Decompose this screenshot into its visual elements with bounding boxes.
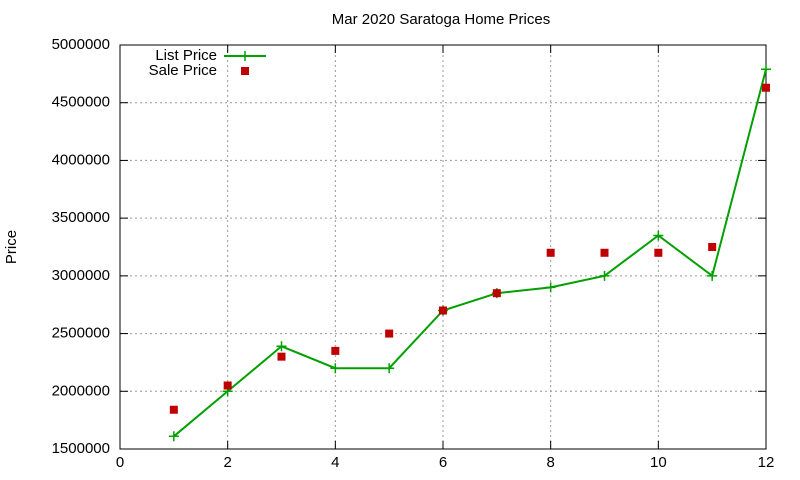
data-point bbox=[545, 282, 556, 293]
data-point bbox=[331, 346, 340, 355]
x-tick-label: 10 bbox=[650, 454, 667, 471]
chart-title: Mar 2020 Saratoga Home Prices bbox=[332, 11, 550, 28]
x-tick-label: 12 bbox=[758, 454, 775, 471]
data-point bbox=[492, 289, 501, 298]
data-point bbox=[276, 341, 287, 352]
legend-marker bbox=[240, 51, 250, 61]
legend-marker bbox=[241, 67, 249, 75]
plot-border bbox=[119, 44, 767, 450]
data-point bbox=[546, 248, 555, 257]
data-point bbox=[385, 329, 394, 338]
y-tick-label: 2500000 bbox=[52, 325, 110, 342]
data-point bbox=[223, 381, 232, 390]
legend-label: Sale Price bbox=[149, 62, 217, 79]
data-point bbox=[439, 306, 447, 315]
x-tick-label: 0 bbox=[116, 454, 124, 471]
y-tick-label: 5000000 bbox=[52, 36, 110, 53]
y-tick-label: 2000000 bbox=[52, 382, 110, 399]
series-line bbox=[173, 68, 767, 438]
x-tick-label: 6 bbox=[439, 454, 447, 471]
data-point bbox=[762, 83, 770, 92]
data-point bbox=[169, 405, 178, 414]
data-point bbox=[384, 363, 395, 374]
data-point bbox=[653, 230, 664, 241]
data-point bbox=[599, 270, 610, 281]
y-tick-label: 3500000 bbox=[52, 209, 110, 226]
y-tick-label: 3000000 bbox=[52, 267, 110, 284]
data-point bbox=[277, 352, 286, 361]
data-point bbox=[654, 248, 663, 257]
legend-label: List Price bbox=[155, 47, 217, 64]
x-tick-label: 8 bbox=[546, 454, 554, 471]
data-point bbox=[708, 243, 717, 251]
data-point bbox=[168, 431, 179, 442]
y-axis-label: Price bbox=[3, 230, 20, 264]
y-tick-label: 4500000 bbox=[52, 94, 110, 111]
data-point bbox=[330, 363, 341, 374]
data-point bbox=[600, 248, 609, 257]
data-point bbox=[707, 270, 718, 281]
data-point bbox=[761, 64, 771, 75]
x-tick-label: 2 bbox=[223, 454, 231, 471]
x-tick-label: 4 bbox=[331, 454, 339, 471]
y-tick-label: 4000000 bbox=[52, 151, 110, 168]
y-tick-label: 1500000 bbox=[52, 440, 110, 457]
